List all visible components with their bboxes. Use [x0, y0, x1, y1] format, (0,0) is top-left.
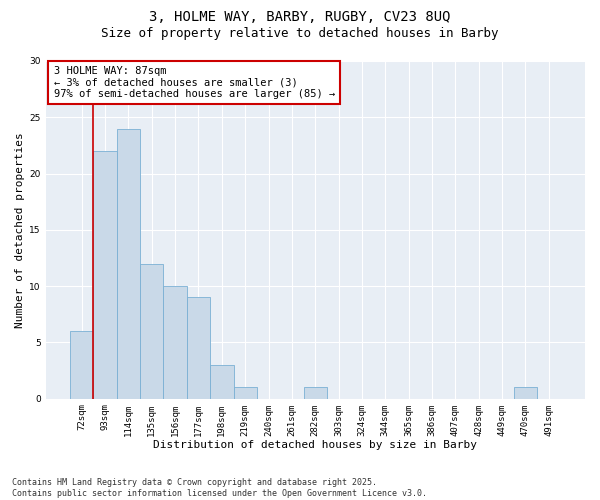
Bar	[210, 365, 233, 398]
Bar	[187, 298, 210, 398]
Bar	[117, 128, 140, 398]
Bar	[514, 388, 537, 398]
Bar	[70, 331, 94, 398]
Bar	[140, 264, 163, 398]
Bar	[304, 388, 327, 398]
Text: 3 HOLME WAY: 87sqm
← 3% of detached houses are smaller (3)
97% of semi-detached : 3 HOLME WAY: 87sqm ← 3% of detached hous…	[53, 66, 335, 100]
Bar	[94, 151, 117, 398]
Text: Contains HM Land Registry data © Crown copyright and database right 2025.
Contai: Contains HM Land Registry data © Crown c…	[12, 478, 427, 498]
Text: 3, HOLME WAY, BARBY, RUGBY, CV23 8UQ: 3, HOLME WAY, BARBY, RUGBY, CV23 8UQ	[149, 10, 451, 24]
Bar	[163, 286, 187, 399]
Y-axis label: Number of detached properties: Number of detached properties	[15, 132, 25, 328]
Text: Size of property relative to detached houses in Barby: Size of property relative to detached ho…	[101, 28, 499, 40]
X-axis label: Distribution of detached houses by size in Barby: Distribution of detached houses by size …	[153, 440, 477, 450]
Bar	[233, 388, 257, 398]
